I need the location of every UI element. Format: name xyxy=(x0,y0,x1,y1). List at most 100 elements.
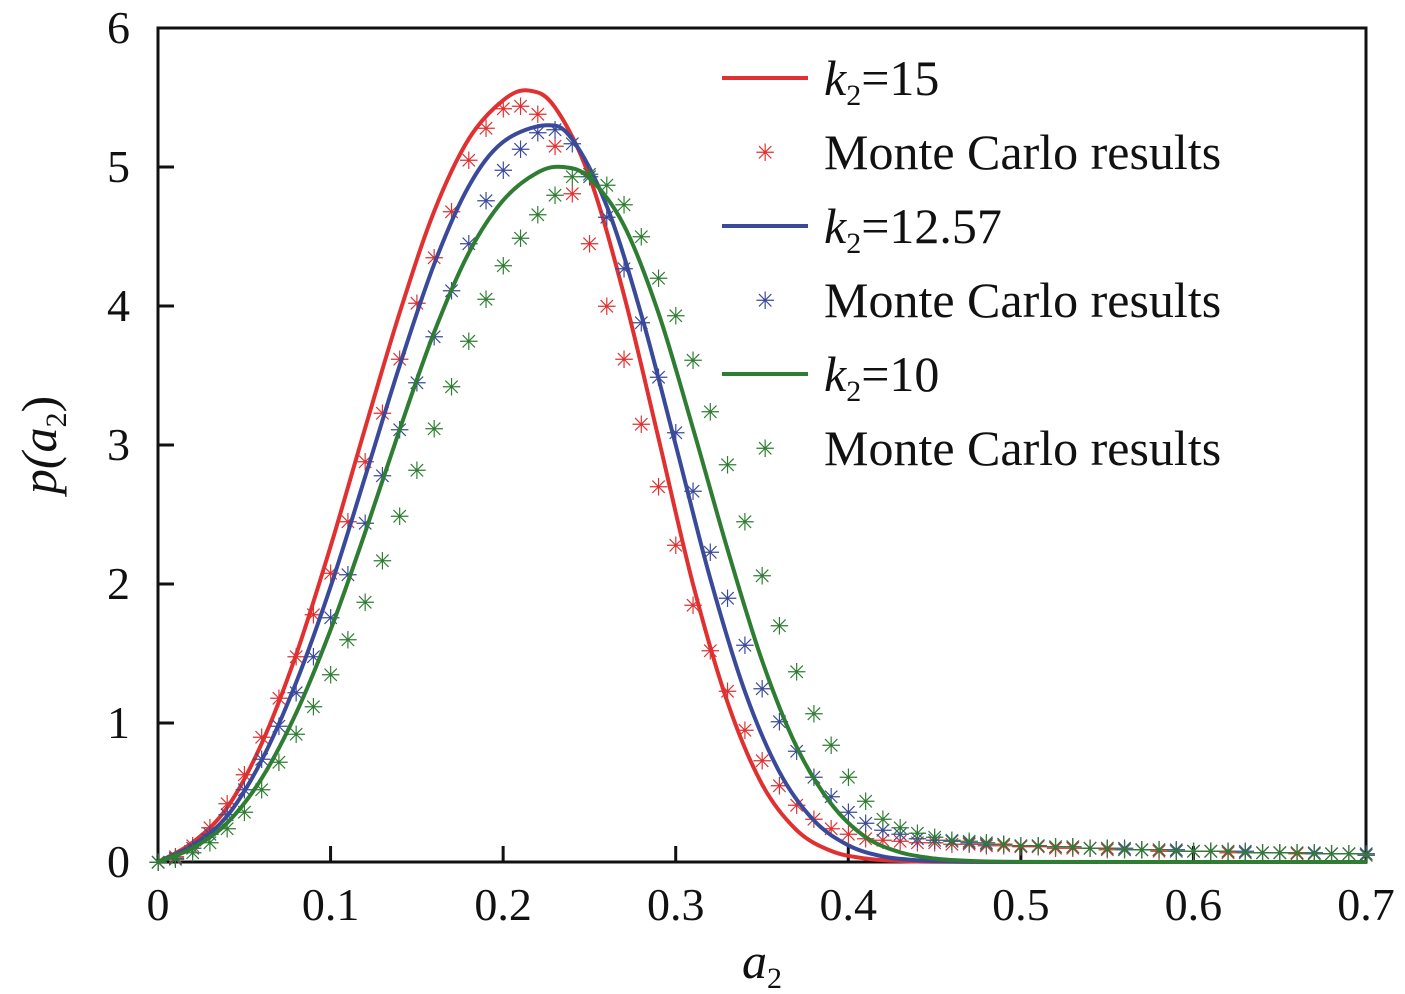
x-tick-label: 0 xyxy=(147,879,170,930)
monte-carlo-point: ✳ xyxy=(959,830,979,858)
x-tick-label: 0.2 xyxy=(474,879,532,930)
monte-carlo-point: ✳ xyxy=(493,157,513,185)
monte-carlo-point: ✳ xyxy=(1097,836,1117,864)
monte-carlo-point: ✳ xyxy=(1063,834,1083,862)
monte-carlo-point: ✳ xyxy=(321,661,341,689)
monte-carlo-point: ✳ xyxy=(614,255,634,283)
monte-carlo-point: ✳ xyxy=(1132,836,1152,864)
monte-carlo-point: ✳ xyxy=(579,161,599,189)
monte-carlo-point: ✳ xyxy=(907,825,927,853)
monte-carlo-point: ✳ xyxy=(666,419,686,447)
monte-carlo-point: ✳ xyxy=(441,198,461,226)
monte-carlo-point: ✳ xyxy=(1097,835,1117,863)
monte-carlo-point: ✳ xyxy=(821,784,841,812)
legend-item-4: k2=10 xyxy=(722,346,939,408)
monte-carlo-point: ✳ xyxy=(1166,838,1186,866)
monte-carlo-point: ✳ xyxy=(528,119,548,147)
x-tick-label: 0.7 xyxy=(1337,879,1395,930)
monte-carlo-point: ✳ xyxy=(1011,832,1031,860)
monte-carlo-point: ✳ xyxy=(476,286,496,314)
legend-item-2: k2=12.57 xyxy=(722,198,1002,260)
y-tick-label: 4 xyxy=(107,280,130,331)
monte-carlo-point: ✳ xyxy=(925,830,945,858)
monte-carlo-point: ✳ xyxy=(148,849,168,877)
series-layer: ✳✳✳✳✳✳✳✳✳✳✳✳✳✳✳✳✳✳✳✳✳✳✳✳✳✳✳✳✳✳✳✳✳✳✳✳✳✳✳✳… xyxy=(148,88,1376,877)
monte-carlo-point: ✳ xyxy=(269,685,289,713)
monte-carlo-point: ✳ xyxy=(1045,834,1065,862)
y-tick-label: 0 xyxy=(107,836,130,887)
monte-carlo-point: ✳ xyxy=(1201,838,1221,866)
monte-carlo-point: ✳ xyxy=(528,201,548,229)
monte-carlo-point: ✳ xyxy=(735,632,755,660)
monte-carlo-point: ✳ xyxy=(1235,839,1255,867)
monte-carlo-point: ✳ xyxy=(493,96,513,124)
monte-carlo-point: ✳ xyxy=(959,828,979,856)
monte-carlo-point: ✳ xyxy=(873,817,893,845)
x-tick-label: 0.6 xyxy=(1165,879,1223,930)
monte-carlo-point: ✳ xyxy=(390,503,410,531)
series-line-2 xyxy=(157,123,1366,865)
x-axis-ticks: 0 0.1 0.2 0.3 0.4 0.5 0.6 0.7 xyxy=(147,846,1395,930)
monte-carlo-point: ✳ xyxy=(994,831,1014,859)
monte-carlo-point: ✳ xyxy=(459,328,479,356)
monte-carlo-point: ✳ xyxy=(1218,838,1238,866)
x-tick-label: 0.1 xyxy=(302,879,360,930)
y-axis-label-subscript: 2 xyxy=(40,413,73,428)
monte-carlo-point: ✳ xyxy=(1114,836,1134,864)
monte-carlo-point: ✳ xyxy=(925,827,945,855)
monte-carlo-point: ✳ xyxy=(148,849,168,877)
monte-carlo-point: ✳ xyxy=(597,172,617,200)
monte-carlo-point: ✳ xyxy=(1149,838,1169,866)
monte-carlo-point: ✳ xyxy=(1183,838,1203,866)
legend-label: k2=15 xyxy=(824,50,939,112)
x-axis-label-subscript: 2 xyxy=(767,962,782,994)
monte-carlo-point: ✳ xyxy=(752,748,772,776)
monte-carlo-point: ✳ xyxy=(942,827,962,855)
monte-carlo-point: ✳ xyxy=(355,589,375,617)
monte-carlo-point: ✳ xyxy=(976,832,996,860)
y-tick-label: 3 xyxy=(107,419,130,470)
monte-carlo-point: ✳ xyxy=(631,310,651,338)
monte-carlo-point: ✳ xyxy=(890,814,910,842)
monte-carlo-point: ✳ xyxy=(217,816,237,844)
monte-carlo-point: ✳ xyxy=(786,659,806,687)
monte-carlo-point: ✳ xyxy=(200,830,220,858)
monte-carlo-point: ✳ xyxy=(804,700,824,728)
monte-carlo-point: ✳ xyxy=(459,230,479,258)
monte-carlo-point: ✳ xyxy=(1304,841,1324,869)
monte-carlo-point: ✳ xyxy=(1080,835,1100,863)
monte-carlo-point: ✳ xyxy=(251,724,271,752)
monte-carlo-point: ✳ xyxy=(976,831,996,859)
monte-carlo-point: ✳ xyxy=(1080,835,1100,863)
monte-carlo-point: ✳ xyxy=(1011,834,1031,862)
monte-carlo-point: ✳ xyxy=(648,265,668,293)
monte-carlo-point: ✳ xyxy=(717,585,737,613)
y-tick-label: 1 xyxy=(107,697,130,748)
monte-carlo-point: ✳ xyxy=(683,592,703,620)
monte-carlo-point: ✳ xyxy=(562,130,582,158)
legend-item-0: k2=15 xyxy=(722,50,939,112)
monte-carlo-point: ✳ xyxy=(407,457,427,485)
monte-carlo-point: ✳ xyxy=(700,399,720,427)
monte-carlo-point: ✳ xyxy=(976,830,996,858)
monte-carlo-point: ✳ xyxy=(683,347,703,375)
monte-carlo-point: ✳ xyxy=(1063,835,1083,863)
legend-label: k2=10 xyxy=(824,346,939,408)
monte-carlo-point: ✳ xyxy=(338,627,358,655)
monte-carlo-point: ✳ xyxy=(1321,841,1341,869)
monte-carlo-point: ✳ xyxy=(269,713,289,741)
monte-carlo-point: ✳ xyxy=(717,451,737,479)
monte-carlo-point: ✳ xyxy=(631,411,651,439)
monte-carlo-point: ✳ xyxy=(890,821,910,849)
monte-carlo-point: ✳ xyxy=(217,802,237,830)
legend-label: Monte Carlo results xyxy=(824,420,1221,476)
monte-carlo-point: ✳ xyxy=(752,675,772,703)
monte-carlo-point: ✳ xyxy=(1235,838,1255,866)
y-tick-label: 6 xyxy=(107,2,130,53)
monte-carlo-point: ✳ xyxy=(1183,838,1203,866)
monte-carlo-point: ✳ xyxy=(925,824,945,852)
monte-carlo-point: ✳ xyxy=(1149,836,1169,864)
monte-carlo-point: ✳ xyxy=(1339,841,1359,869)
monte-carlo-point: ✳ xyxy=(959,831,979,859)
monte-carlo-point: ✳ xyxy=(752,563,772,591)
